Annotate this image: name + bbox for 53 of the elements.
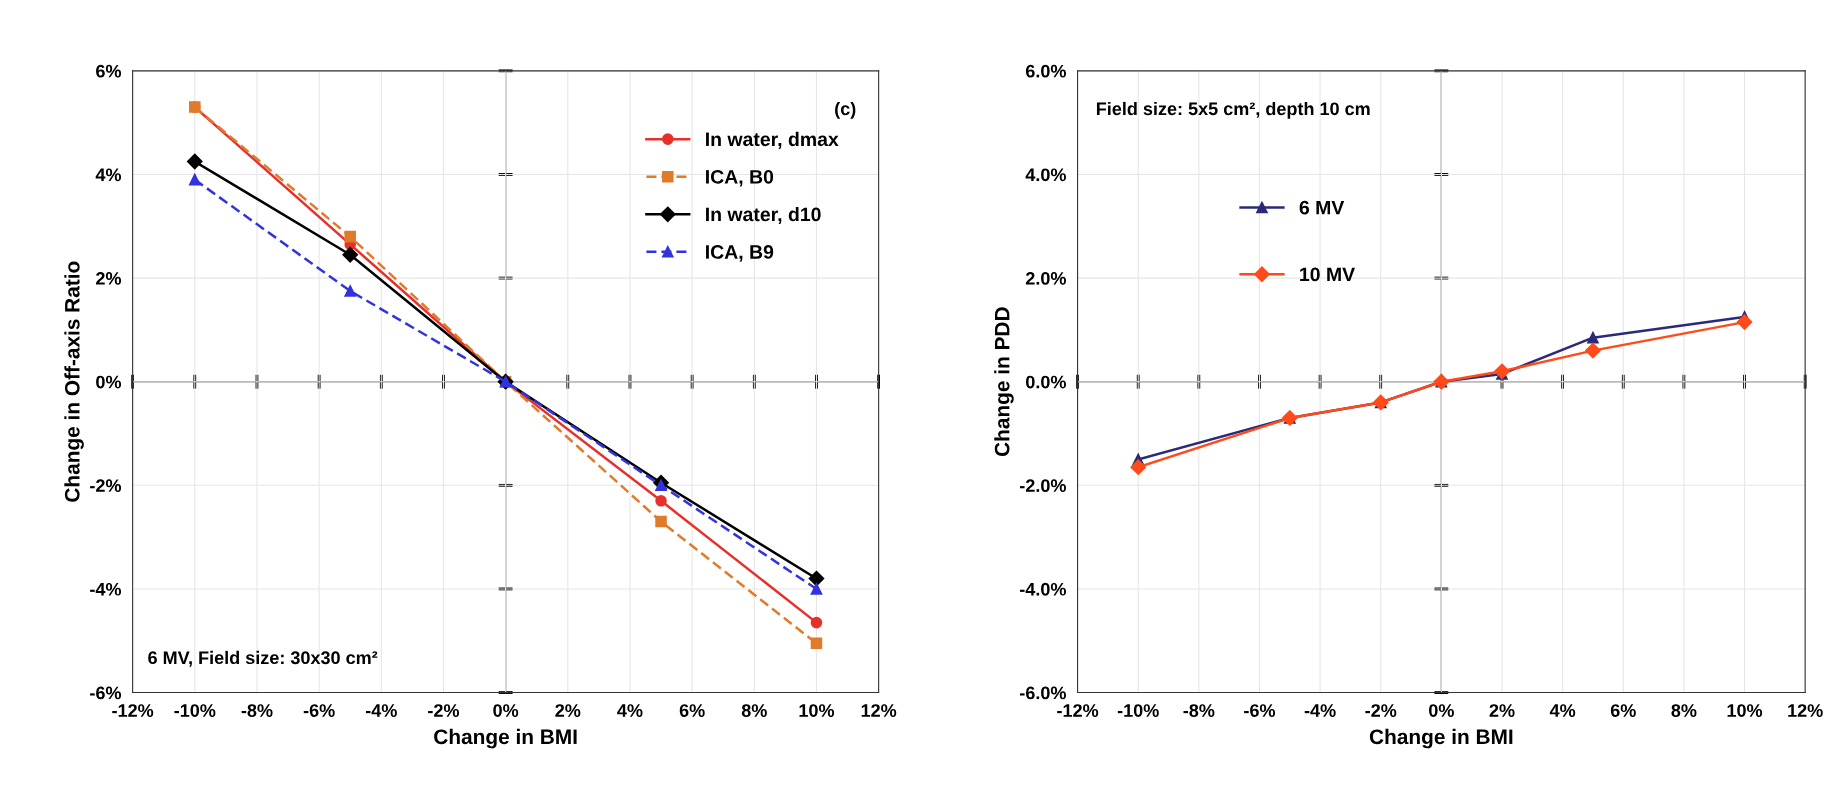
x-tick-label: 12% [861, 704, 897, 717]
legend-label: ICA, B9 [706, 245, 774, 262]
x-tick-label: 6% [679, 704, 705, 717]
y-tick-label: -6.0% [1020, 686, 1066, 700]
x-tick-label: 4% [1549, 704, 1576, 717]
x-tick-label: -8% [1183, 704, 1215, 717]
x-tick-label: -8% [241, 704, 273, 717]
x-tick-label: 8% [1671, 704, 1697, 717]
legend-label: 10 MV [1300, 267, 1355, 282]
x-tick-label: -4% [1304, 704, 1336, 717]
y-tick-label: 6% [96, 64, 122, 78]
x-tick-label: 2% [1489, 704, 1515, 717]
x-tick-label: -4% [365, 704, 397, 717]
x-axis-title: Change in BMI [1369, 728, 1513, 749]
y-tick-label: 0.0% [1026, 375, 1066, 389]
x-tick-label: -6% [303, 704, 335, 717]
y-tick-label: -4.0% [1020, 582, 1066, 596]
x-tick-label: -12% [112, 704, 154, 717]
legend-label: In water, dmax [706, 131, 839, 149]
annotation: Field size: 5x5 cm², depth 10 cm [1096, 101, 1370, 119]
y-tick-label: 4% [95, 168, 122, 182]
y-tick-label: 2% [96, 272, 122, 285]
y-tick-label: -4% [90, 582, 122, 596]
y-tick-label: -6% [90, 686, 122, 700]
legend-label: ICA, B0 [706, 169, 774, 187]
x-axis-title: Change in BMI [434, 728, 577, 749]
x-tick-label: 6% [1610, 704, 1636, 717]
y-tick-label: 4.0% [1025, 168, 1066, 182]
y-tick-label: -2.0% [1020, 479, 1066, 493]
legend-label: 6 MV [1299, 200, 1345, 215]
legend-label: In water, d10 [706, 206, 821, 225]
x-tick-label: 12% [1788, 704, 1823, 717]
y-axis-title: Change in Off-axis Ratio [64, 261, 84, 502]
x-tick-label: 2% [555, 704, 581, 717]
y-axis-title: Change in PDD [994, 307, 1014, 457]
x-tick-label: -10% [1117, 704, 1159, 717]
x-tick-label: -12% [1057, 704, 1099, 717]
annotation: 6 MV, Field size: 30x30 cm² [148, 650, 378, 667]
x-tick-label: -10% [174, 704, 216, 717]
y-tick-label: 6.0% [1025, 64, 1066, 78]
y-tick-label: -2% [90, 479, 122, 492]
y-tick-label: 2.0% [1025, 272, 1066, 285]
x-tick-label: 10% [1727, 704, 1763, 717]
annotation: (c) [835, 101, 856, 119]
x-tick-label: 8% [741, 704, 767, 717]
x-tick-label: -2% [428, 704, 460, 717]
x-tick-label: 10% [799, 704, 835, 717]
x-tick-label: 0% [493, 704, 519, 717]
x-tick-label: 0% [1429, 704, 1454, 717]
x-tick-label: 4% [617, 704, 643, 717]
y-tick-label: 0% [96, 375, 122, 389]
x-tick-label: -6% [1244, 704, 1276, 717]
x-tick-label: -2% [1365, 704, 1397, 717]
